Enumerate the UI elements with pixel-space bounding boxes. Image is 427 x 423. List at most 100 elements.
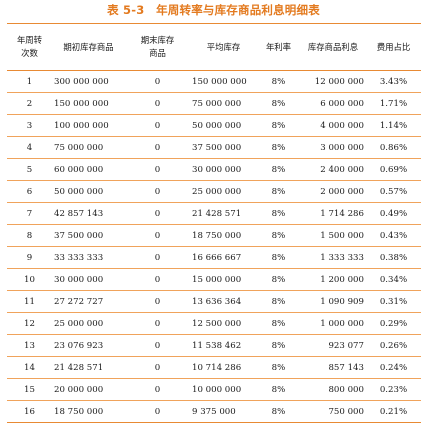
cell-cost-ratio: 0.34%	[366, 268, 421, 291]
cell-inventory-interest: 1 500 000	[300, 224, 366, 247]
cell-closing-inventory: 0	[125, 268, 190, 291]
cell-closing-inventory: 0	[125, 378, 190, 401]
header-opening-inventory: 期初库存商品	[52, 23, 125, 71]
header-annual-rate: 年利率	[257, 23, 300, 71]
cell-turnover-count: 16	[7, 400, 52, 423]
cell-inventory-interest: 750 000	[300, 400, 366, 423]
cell-average-inventory: 18 750 000	[190, 224, 257, 247]
cell-closing-inventory: 0	[125, 180, 190, 203]
cell-cost-ratio: 0.69%	[366, 158, 421, 181]
cell-turnover-count: 8	[7, 224, 52, 247]
cell-annual-rate: 8%	[257, 334, 300, 357]
header-average-inventory: 平均库存	[190, 23, 257, 71]
cell-inventory-interest: 4 000 000	[300, 114, 366, 137]
cell-closing-inventory: 0	[125, 202, 190, 225]
cell-turnover-count: 2	[7, 92, 52, 115]
cell-turnover-count: 15	[7, 378, 52, 401]
table-row: 2 150 000 000 0 75 000 000 8% 6 000 000 1.71%	[7, 92, 421, 115]
table-row: 7 42 857 143 0 21 428 571 8% 1 714 286 0.49%	[7, 202, 421, 225]
cell-closing-inventory: 0	[125, 290, 190, 313]
cell-average-inventory: 10 000 000	[190, 378, 257, 401]
cell-closing-inventory: 0	[125, 400, 190, 423]
cell-inventory-interest: 2 400 000	[300, 158, 366, 181]
cell-cost-ratio: 0.43%	[366, 224, 421, 247]
cell-turnover-count: 9	[7, 246, 52, 269]
table-row: 14 21 428 571 0 10 714 286 8% 857 143 0.24%	[7, 356, 421, 379]
cell-cost-ratio: 0.86%	[366, 136, 421, 159]
cell-cost-ratio: 0.57%	[366, 180, 421, 203]
cell-closing-inventory: 0	[125, 356, 190, 379]
cell-inventory-interest: 1 714 286	[300, 202, 366, 225]
cell-annual-rate: 8%	[257, 136, 300, 159]
cell-annual-rate: 8%	[257, 312, 300, 335]
cell-opening-inventory: 33 333 333	[52, 246, 125, 269]
header-text-line: 年周转	[16, 35, 43, 45]
cell-opening-inventory: 42 857 143	[52, 202, 125, 225]
table-row: 5 60 000 000 0 30 000 000 8% 2 400 000 0.69%	[7, 158, 421, 181]
cell-turnover-count: 13	[7, 334, 52, 357]
table-row: 13 23 076 923 0 11 538 462 8% 923 077 0.26%	[7, 334, 421, 357]
table-row: 16 18 750 000 0 9 375 000 8% 750 000 0.21%	[7, 400, 421, 423]
cell-turnover-count: 6	[7, 180, 52, 203]
table-row: 15 20 000 000 0 10 000 000 8% 800 000 0.23%	[7, 378, 421, 401]
table-row: 10 30 000 000 0 15 000 000 8% 1 200 000 0.34%	[7, 268, 421, 291]
header-turnover-count: 年周转 次数	[7, 23, 52, 71]
cell-annual-rate: 8%	[257, 400, 300, 423]
table-row: 1 300 000 000 0 150 000 000 8% 12 000 000 3.43…	[7, 70, 421, 93]
cell-closing-inventory: 0	[125, 334, 190, 357]
cell-inventory-interest: 923 077	[300, 334, 366, 357]
table-row: 11 27 272 727 0 13 636 364 8% 1 090 909 0.31%	[7, 290, 421, 313]
cell-annual-rate: 8%	[257, 356, 300, 379]
cell-opening-inventory: 300 000 000	[52, 70, 125, 93]
cell-opening-inventory: 150 000 000	[52, 92, 125, 115]
cell-cost-ratio: 3.43%	[366, 70, 421, 93]
cell-turnover-count: 7	[7, 202, 52, 225]
header-row: 年周转 次数 期初库存商品 期末库存 商品 平均库存 年利率 库存商品利息 费用占比	[7, 23, 421, 71]
cell-turnover-count: 5	[7, 158, 52, 181]
cell-closing-inventory: 0	[125, 70, 190, 93]
header-text-line: 费用占比	[376, 41, 411, 52]
cell-annual-rate: 8%	[257, 70, 300, 93]
cell-average-inventory: 25 000 000	[190, 180, 257, 203]
header-cost-ratio: 费用占比	[366, 23, 421, 71]
cell-turnover-count: 10	[7, 268, 52, 291]
cell-inventory-interest: 6 000 000	[300, 92, 366, 115]
cell-cost-ratio: 0.24%	[366, 356, 421, 379]
cell-annual-rate: 8%	[257, 268, 300, 291]
cell-average-inventory: 50 000 000	[190, 114, 257, 137]
cell-inventory-interest: 1 200 000	[300, 268, 366, 291]
cell-cost-ratio: 0.26%	[366, 334, 421, 357]
cell-opening-inventory: 100 000 000	[52, 114, 125, 137]
cell-inventory-interest: 1 333 333	[300, 246, 366, 269]
cell-opening-inventory: 60 000 000	[52, 158, 125, 181]
cell-cost-ratio: 0.49%	[366, 202, 421, 225]
table-title: 表 5-3 年周转率与库存商品利息明细表	[107, 3, 320, 17]
header-text-line: 库存商品利息	[307, 41, 359, 52]
cell-average-inventory: 150 000 000	[190, 70, 257, 93]
header-text-line: 期初库存商品	[63, 41, 114, 52]
cell-cost-ratio: 1.14%	[366, 114, 421, 137]
cell-annual-rate: 8%	[257, 158, 300, 181]
header-text-line: 年利率	[265, 41, 292, 52]
cell-opening-inventory: 30 000 000	[52, 268, 125, 291]
cell-cost-ratio: 0.21%	[366, 400, 421, 423]
table-row: 9 33 333 333 0 16 666 667 8% 1 333 333 0.38%	[7, 246, 421, 269]
table-row: 12 25 000 000 0 12 500 000 8% 1 000 000 0.29%	[7, 312, 421, 335]
header-text-line: 次数	[21, 48, 38, 58]
cell-turnover-count: 1	[7, 70, 52, 93]
header-text-line: 平均库存	[206, 41, 241, 52]
cell-average-inventory: 11 538 462	[190, 334, 257, 357]
cell-inventory-interest: 1 090 909	[300, 290, 366, 313]
cell-average-inventory: 13 636 364	[190, 290, 257, 313]
cell-average-inventory: 37 500 000	[190, 136, 257, 159]
cell-annual-rate: 8%	[257, 378, 300, 401]
table-row: 4 75 000 000 0 37 500 000 8% 3 000 000 0.86%	[7, 136, 421, 159]
table-row: 3 100 000 000 0 50 000 000 8% 4 000 000 1.14%	[7, 114, 421, 137]
cell-inventory-interest: 3 000 000	[300, 136, 366, 159]
cell-closing-inventory: 0	[125, 246, 190, 269]
header-text-line: 商品	[149, 48, 166, 58]
cell-average-inventory: 75 000 000	[190, 92, 257, 115]
cell-closing-inventory: 0	[125, 136, 190, 159]
cell-average-inventory: 12 500 000	[190, 312, 257, 335]
